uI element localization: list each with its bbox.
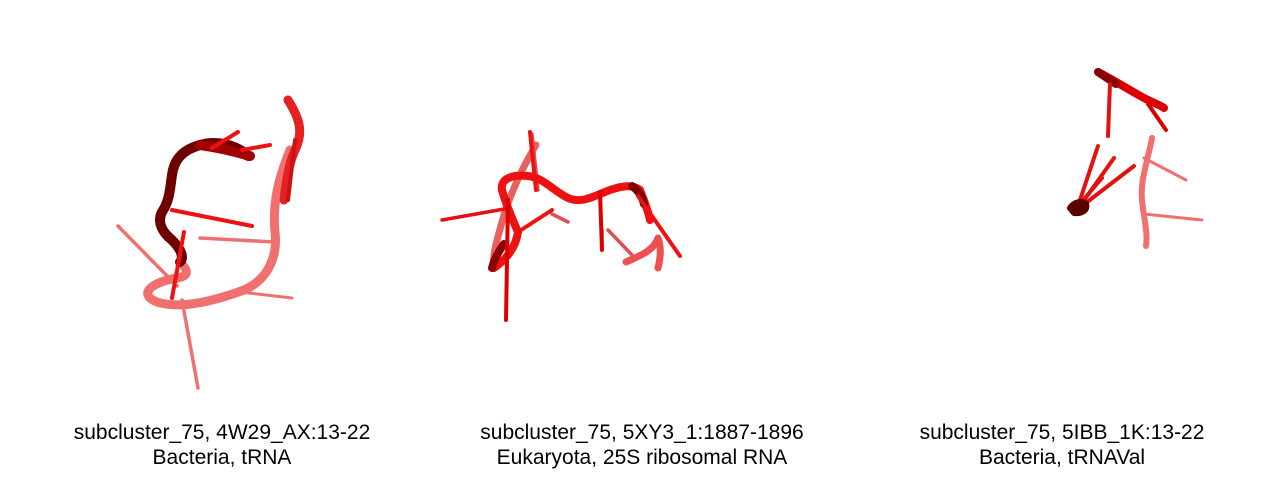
structure-panel-4w29: subcluster_75, 4W29_AX:13-22 Bacteria, t… [12, 0, 432, 480]
rna-backbone-light [1142, 138, 1152, 246]
rna-backbone-dark [160, 143, 248, 262]
caption-subtitle: Eukaryota, 25S ribosomal RNA [432, 445, 852, 470]
base-stick [506, 200, 508, 320]
base-stick [608, 230, 632, 255]
base-stick [600, 192, 602, 250]
rna-backbone-render-5xy3 [432, 0, 852, 400]
rna-backbone-render-4w29 [12, 0, 432, 400]
base-stick [1144, 158, 1186, 180]
base-stick [242, 145, 270, 150]
base-stick [518, 210, 552, 232]
caption-title: subcluster_75, 5XY3_1:1887-1896 [432, 420, 852, 445]
rna-backbone-render-5ibb [852, 0, 1272, 400]
base-stick [172, 210, 252, 226]
caption-subtitle: Bacteria, tRNA [12, 445, 432, 470]
structure-panel-5ibb: subcluster_75, 5IBB_1K:13-22 Bacteria, t… [852, 0, 1272, 480]
structure-panel-5xy3: subcluster_75, 5XY3_1:1887-1896 Eukaryot… [432, 0, 852, 480]
base-stick [552, 214, 568, 222]
structure-caption: subcluster_75, 5IBB_1K:13-22 Bacteria, t… [852, 420, 1272, 470]
base-stick [1108, 84, 1110, 136]
rna-backbone-main [502, 176, 650, 220]
structure-caption: subcluster_75, 4W29_AX:13-22 Bacteria, t… [12, 420, 432, 470]
caption-title: subcluster_75, 4W29_AX:13-22 [12, 420, 432, 445]
caption-subtitle: Bacteria, tRNAVal [852, 445, 1272, 470]
base-stick [1144, 214, 1202, 220]
rna-backbone-dark [1098, 72, 1116, 84]
caption-title: subcluster_75, 5IBB_1K:13-22 [852, 420, 1272, 445]
structure-caption: subcluster_75, 5XY3_1:1887-1896 Eukaryot… [432, 420, 852, 470]
base-stick [200, 238, 274, 242]
rna-backbone-dark [1070, 202, 1086, 213]
base-stick [182, 300, 198, 388]
